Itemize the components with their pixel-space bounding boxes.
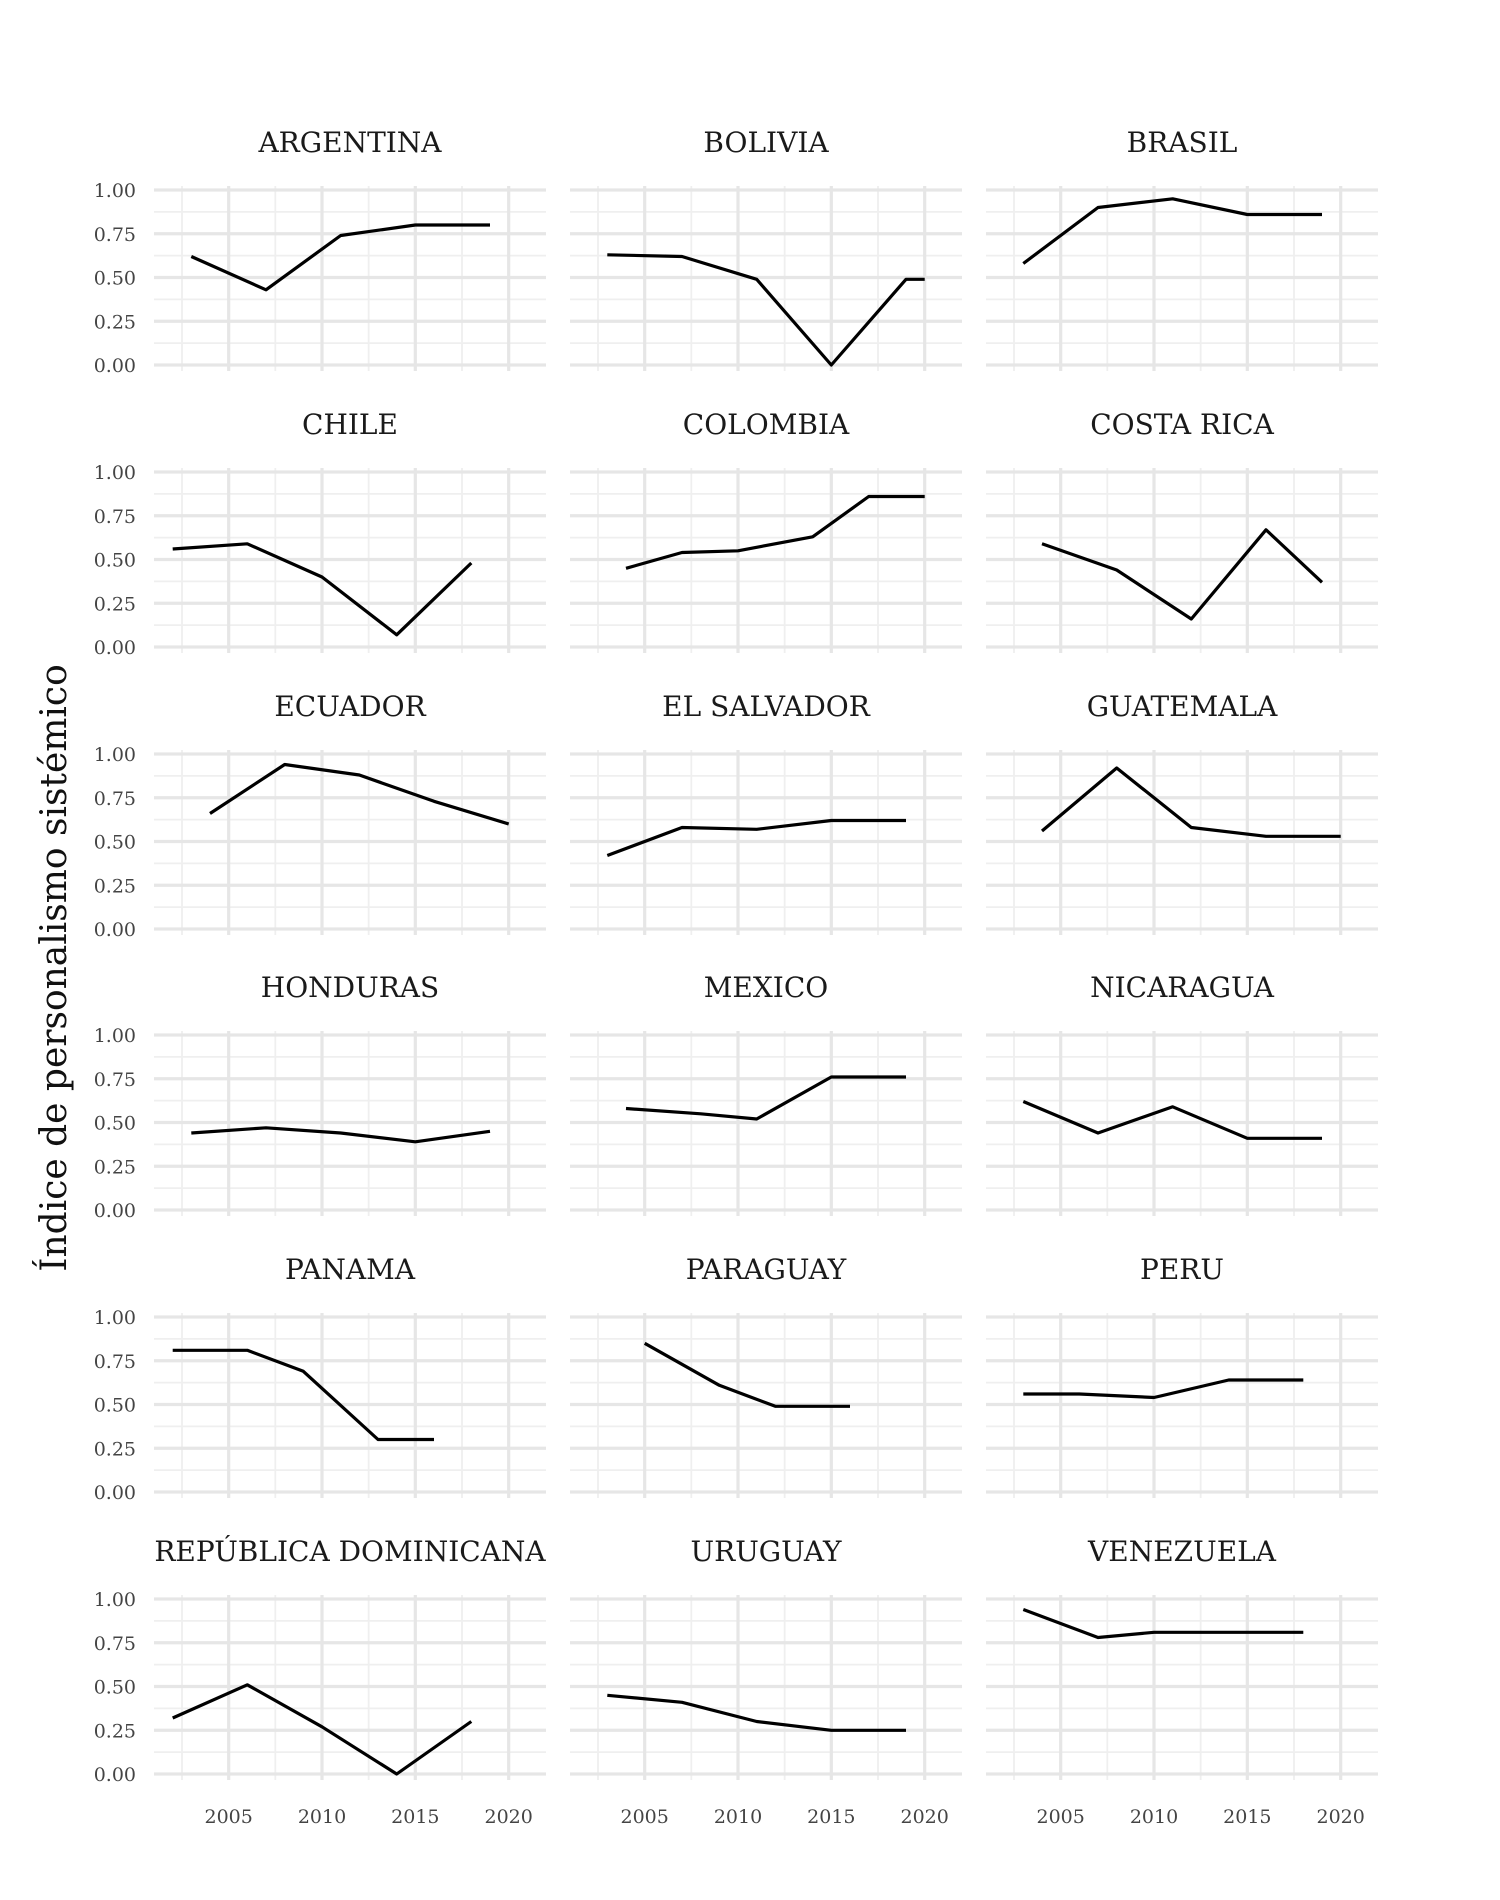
- y-tick-label: 0.00: [94, 1200, 136, 1222]
- x-tick-label: 2015: [807, 1806, 855, 1828]
- facet-panel: CHILE 0.00 0.25 0.50 0.75 1.00: [94, 408, 546, 659]
- y-tick-label: 1.00: [94, 1589, 136, 1611]
- y-axis-title: Índice de personalismo sistémico: [33, 664, 75, 1272]
- facet-panel: BOLIVIA: [570, 126, 962, 371]
- facet-panel: VENEZUELA 2005 2010 2015 2020: [986, 1535, 1378, 1828]
- series-line: [191, 1126, 491, 1144]
- panel-title: PERU: [1140, 1253, 1224, 1286]
- series-line: [625, 494, 925, 570]
- x-tick-label: 2010: [298, 1806, 346, 1828]
- x-tick-label: 2010: [714, 1806, 762, 1828]
- y-tick-label: 0.50: [94, 1677, 136, 1699]
- facet-panel: EL SALVADOR: [570, 690, 962, 935]
- facet-panel: ARGENTINA 0.00 0.25 0.50 0.75 1.00: [94, 126, 546, 377]
- facet-panel: PARAGUAY: [570, 1253, 962, 1498]
- facet-panel: COLOMBIA: [570, 408, 962, 653]
- x-tick-label: 2005: [620, 1806, 668, 1828]
- facet-panels: ARGENTINA 0.00 0.25 0.50 0.75 1.00 BOLIVIA BRAS…: [94, 126, 1378, 1828]
- series-line: [172, 1683, 473, 1776]
- panel-title: COLOMBIA: [683, 408, 850, 441]
- facet-panel: ECUADOR 0.00 0.25 0.50 0.75 1.00: [94, 690, 546, 941]
- series-line: [209, 762, 510, 826]
- y-tick-label: 0.00: [94, 919, 136, 941]
- series-line: [1022, 1100, 1322, 1140]
- facet-panel: REPÚBLICA DOMINICANA 0.00 0.25 0.50 0.75 1.00…: [94, 1534, 547, 1828]
- panel-title: BOLIVIA: [703, 126, 829, 159]
- facet-panel: MEXICO: [570, 971, 962, 1216]
- panel-title: BRASIL: [1127, 126, 1238, 159]
- y-tick-label: 1.00: [94, 180, 136, 202]
- y-tick-label: 0.00: [94, 1764, 136, 1786]
- series-line: [607, 253, 925, 367]
- y-tick-label: 1.00: [94, 462, 136, 484]
- series-line: [606, 818, 906, 857]
- panel-title: MEXICO: [704, 971, 828, 1004]
- panel-title: CHILE: [302, 408, 398, 441]
- y-tick-label: 0.50: [94, 832, 136, 854]
- facet-panel: BRASIL: [986, 126, 1378, 371]
- series-line: [1022, 197, 1322, 265]
- panel-title: HONDURAS: [261, 971, 439, 1004]
- y-tick-label: 0.50: [94, 550, 136, 572]
- series-line: [607, 1693, 906, 1732]
- panel-title: URUGUAY: [691, 1535, 842, 1568]
- x-tick-label: 2005: [1036, 1806, 1084, 1828]
- facet-panel: COSTA RICA: [986, 408, 1378, 653]
- panel-title: GUATEMALA: [1087, 690, 1278, 723]
- y-tick-label: 0.25: [94, 1438, 136, 1460]
- panel-title: PARAGUAY: [686, 1253, 847, 1286]
- y-tick-label: 0.75: [94, 506, 136, 528]
- y-tick-label: 0.00: [94, 355, 136, 377]
- series-line: [643, 1341, 850, 1408]
- facet-panel: PANAMA 0.00 0.25 0.50 0.75 1.00: [94, 1253, 546, 1504]
- panel-title: PANAMA: [285, 1253, 416, 1286]
- x-tick-label: 2020: [900, 1806, 948, 1828]
- y-tick-label: 0.75: [94, 1069, 136, 1091]
- y-tick-label: 1.00: [94, 1307, 136, 1329]
- series-line: [172, 1348, 434, 1442]
- y-tick-label: 0.50: [94, 1395, 136, 1417]
- facet-panel: HONDURAS 0.00 0.25 0.50 0.75 1.00: [94, 971, 546, 1222]
- x-tick-label: 2015: [391, 1806, 439, 1828]
- series-line: [625, 1075, 906, 1121]
- x-tick-label: 2010: [1130, 1806, 1178, 1828]
- panel-title: COSTA RICA: [1090, 408, 1274, 441]
- facet-panel: URUGUAY 2005 2010 2015 2020: [570, 1535, 962, 1828]
- y-tick-label: 0.25: [94, 1156, 136, 1178]
- panel-title: ECUADOR: [274, 690, 426, 723]
- x-tick-label: 2015: [1223, 1806, 1271, 1828]
- panel-title: REPÚBLICA DOMINICANA: [154, 1534, 546, 1568]
- panel-title: ARGENTINA: [257, 126, 442, 159]
- series-line: [1022, 1608, 1304, 1640]
- y-tick-label: 0.00: [94, 637, 136, 659]
- x-tick-label: 2005: [204, 1806, 252, 1828]
- y-tick-label: 1.00: [94, 1025, 136, 1047]
- x-tick-label: 2020: [1316, 1806, 1364, 1828]
- panel-title: EL SALVADOR: [662, 690, 871, 723]
- series-line: [172, 542, 473, 637]
- facet-panel: GUATEMALA: [986, 690, 1378, 935]
- panel-title: NICARAGUA: [1090, 971, 1275, 1004]
- y-tick-label: 0.25: [94, 311, 136, 333]
- series-line: [190, 223, 490, 292]
- panel-title: VENEZUELA: [1087, 1535, 1277, 1568]
- x-tick-label: 2020: [484, 1806, 532, 1828]
- facet-panel: NICARAGUA: [986, 971, 1378, 1216]
- y-tick-label: 1.00: [94, 744, 136, 766]
- y-tick-label: 0.75: [94, 1633, 136, 1655]
- series-line: [1040, 766, 1341, 838]
- y-tick-label: 0.75: [94, 788, 136, 810]
- y-tick-label: 0.25: [94, 1720, 136, 1742]
- y-tick-label: 0.00: [94, 1482, 136, 1504]
- series-line: [1023, 1378, 1304, 1400]
- y-tick-label: 0.75: [94, 1351, 136, 1373]
- y-tick-label: 0.25: [94, 875, 136, 897]
- y-tick-label: 0.50: [94, 268, 136, 290]
- series-line: [1041, 528, 1324, 621]
- y-tick-label: 0.25: [94, 593, 136, 615]
- facet-panel: PERU: [986, 1253, 1378, 1498]
- y-tick-label: 0.50: [94, 1113, 136, 1135]
- y-tick-label: 0.75: [94, 224, 136, 246]
